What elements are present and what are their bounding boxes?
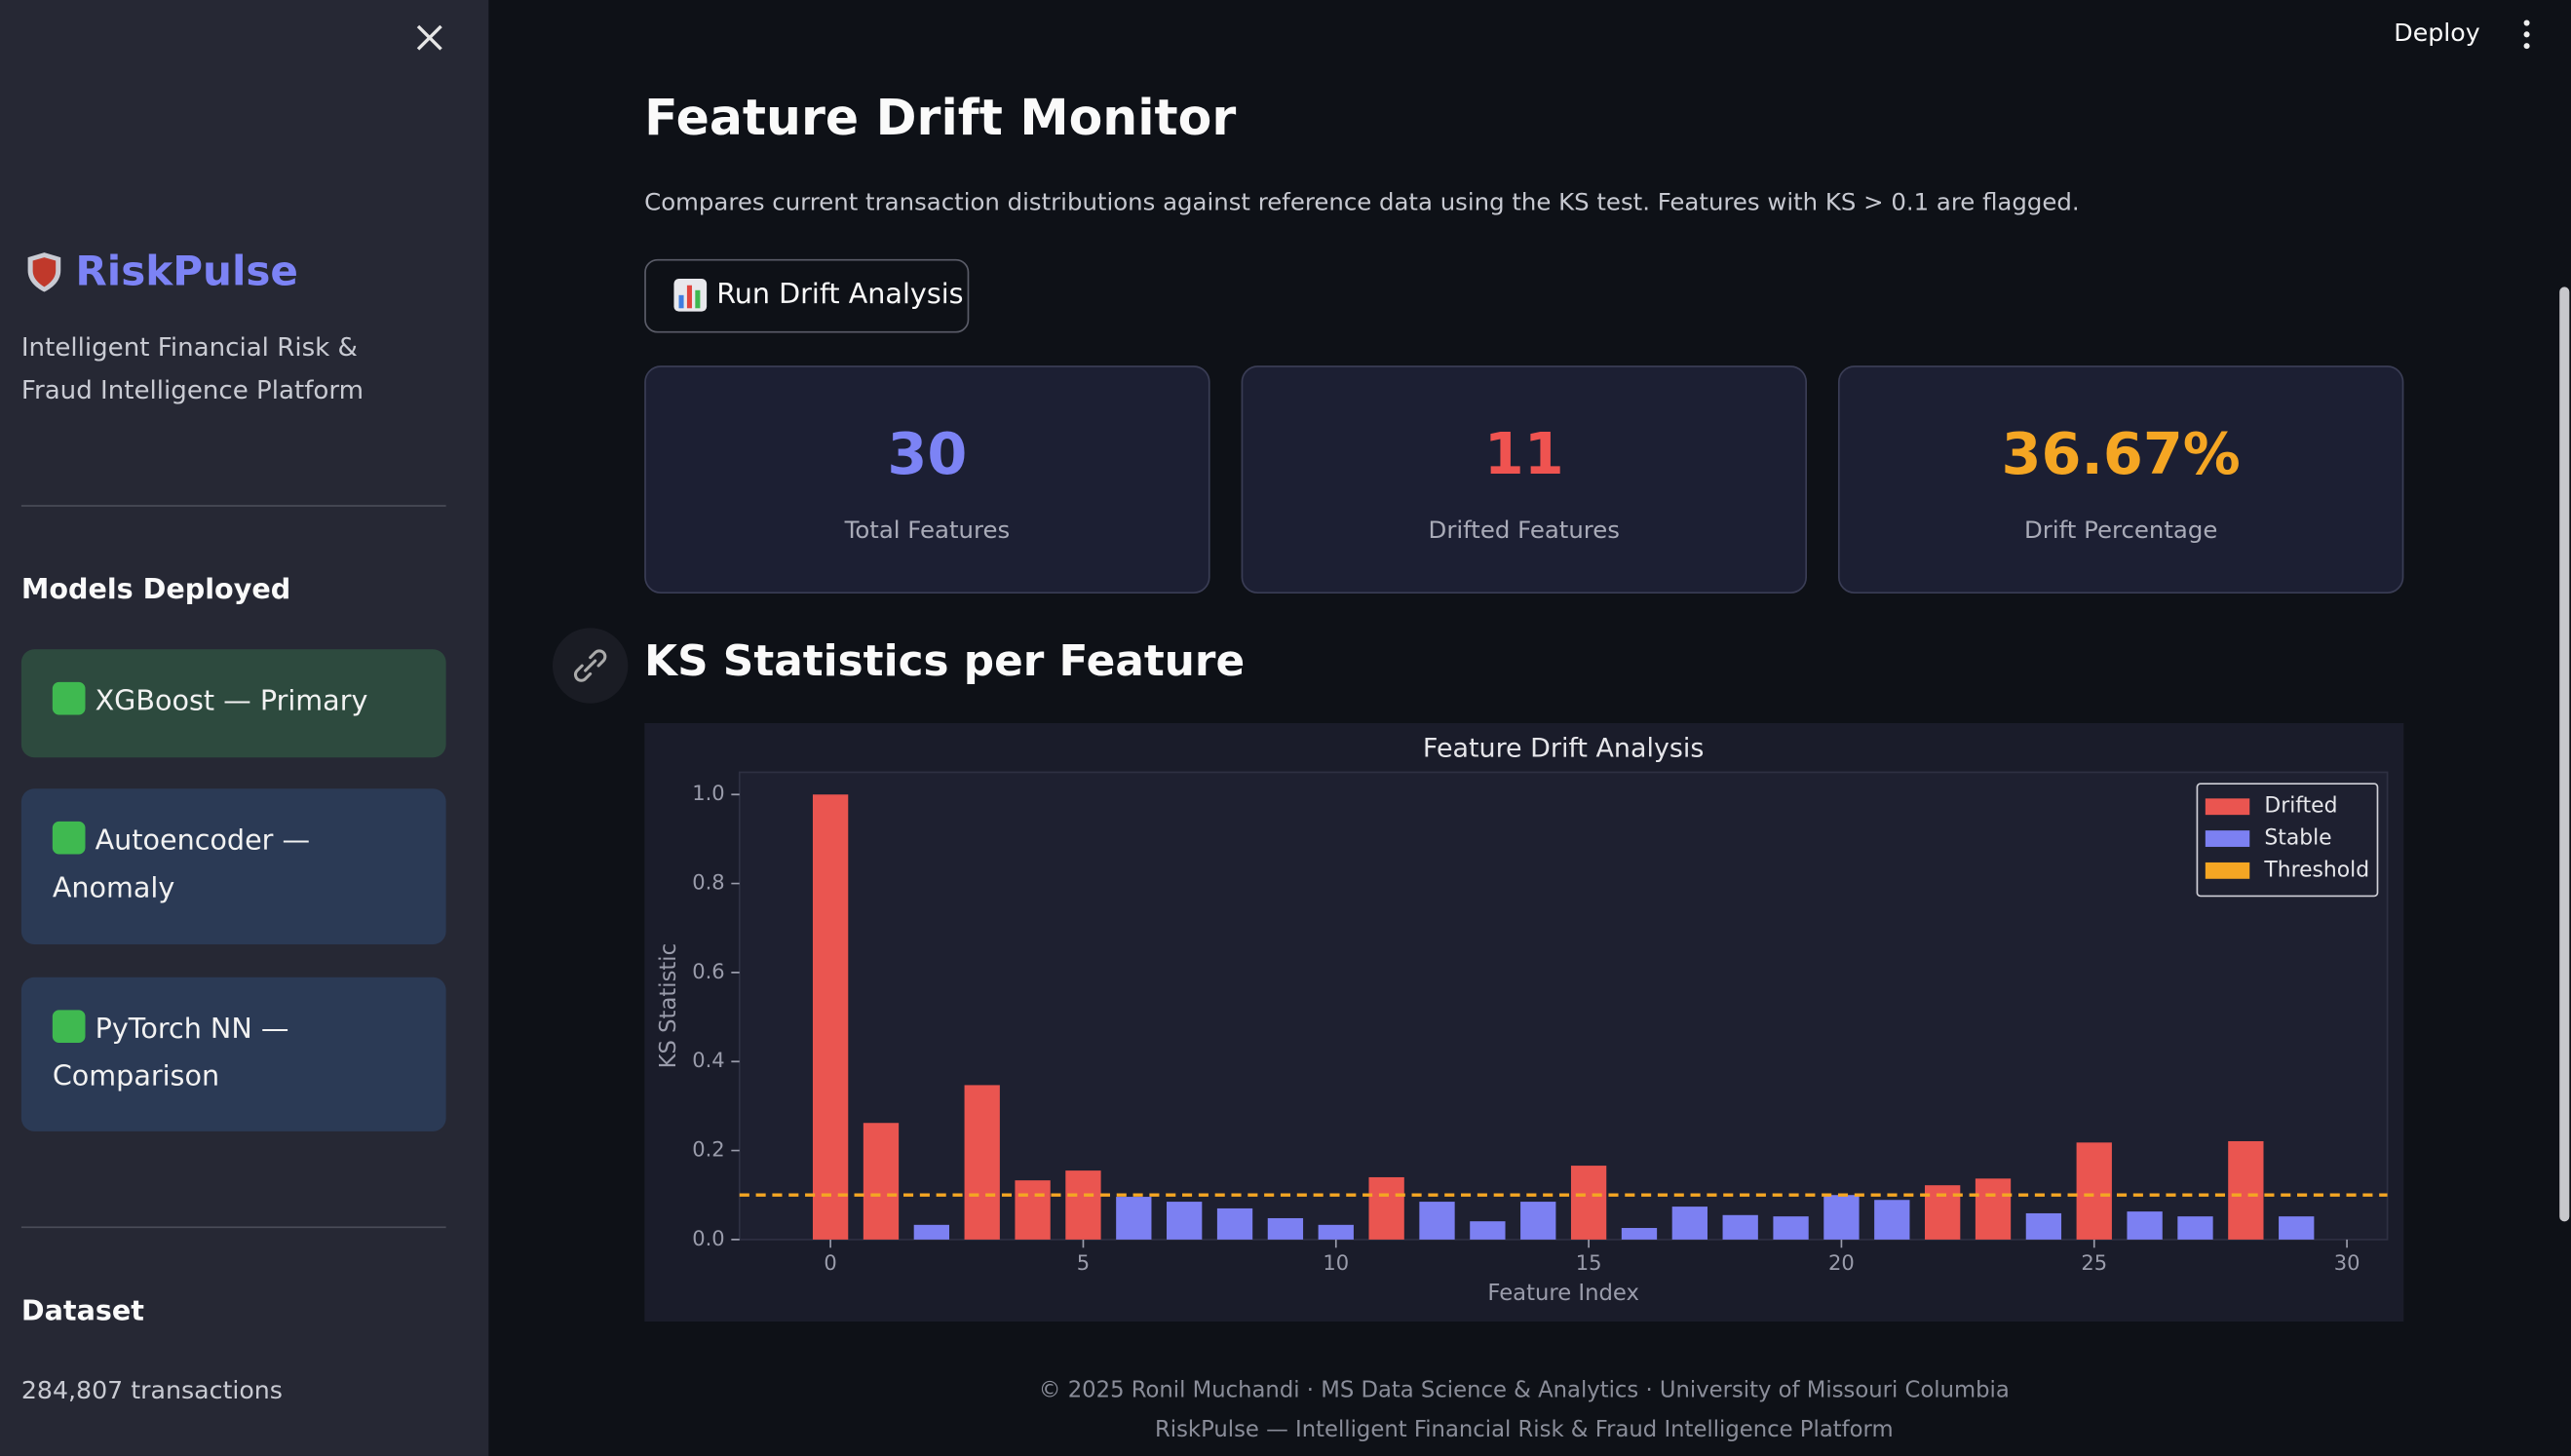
metric-label: Drifted Features bbox=[1428, 517, 1621, 545]
y-tick-label: 0.0 bbox=[692, 1226, 724, 1250]
divider bbox=[20, 1226, 446, 1229]
section-title: KS Statistics per Feature bbox=[644, 637, 1246, 687]
dataset-text: 284,807 transactions bbox=[20, 1375, 283, 1405]
metric-card: 30 Total Features bbox=[644, 365, 1210, 594]
check-icon bbox=[52, 821, 86, 855]
bar bbox=[1318, 1224, 1354, 1240]
legend-label: Stable bbox=[2264, 826, 2331, 851]
sidebar: RiskPulse Intelligent Financial Risk & F… bbox=[0, 0, 489, 1456]
bar bbox=[1015, 1180, 1051, 1240]
metric-value: 36.67% bbox=[2001, 423, 2241, 489]
metric-label: Total Features bbox=[844, 517, 1011, 545]
bar bbox=[1874, 1200, 1910, 1240]
x-tick-label: 10 bbox=[1323, 1250, 1349, 1275]
x-tick-label: 5 bbox=[1077, 1250, 1090, 1275]
footer-line: © 2025 Ronil Muchandi · MS Data Science … bbox=[1038, 1377, 2010, 1404]
bar bbox=[1419, 1202, 1455, 1240]
bar bbox=[2177, 1216, 2213, 1240]
metric-card: 11 Drifted Features bbox=[1241, 365, 1808, 594]
scrollbar[interactable] bbox=[2559, 287, 2570, 1222]
legend-swatch bbox=[2205, 798, 2250, 816]
check-icon bbox=[52, 681, 86, 715]
footer-line: RiskPulse — Intelligent Financial Risk &… bbox=[1154, 1416, 1894, 1443]
bar bbox=[812, 794, 849, 1240]
deploy-button[interactable]: Deploy bbox=[2394, 18, 2480, 48]
run-button[interactable]: Run Drift Analysis bbox=[644, 258, 970, 333]
bar bbox=[1823, 1195, 1860, 1240]
page-title: Feature Drift Monitor bbox=[644, 90, 1237, 148]
bar bbox=[1216, 1207, 1253, 1240]
bar bbox=[1621, 1228, 1658, 1240]
x-tick-label: 15 bbox=[1576, 1250, 1602, 1275]
anchor-link[interactable] bbox=[551, 627, 630, 706]
bar bbox=[2127, 1211, 2163, 1240]
bar bbox=[1975, 1178, 2012, 1240]
model-card: PyTorch NN — Comparison bbox=[20, 977, 446, 1131]
bar bbox=[1925, 1185, 1961, 1240]
x-axis-label: Feature Index bbox=[1487, 1281, 1639, 1306]
model-card: XGBoost — Primary bbox=[20, 649, 446, 758]
y-tick-label: 0.2 bbox=[692, 1137, 724, 1162]
tagline: Intelligent Financial Risk & Fraud Intel… bbox=[20, 332, 365, 405]
chart-icon bbox=[673, 279, 708, 312]
metric-card: 36.67% Drift Percentage bbox=[1837, 365, 2404, 594]
bar bbox=[1671, 1207, 1708, 1240]
y-tick-label: 0.6 bbox=[692, 959, 724, 983]
x-tick-label: 30 bbox=[2334, 1250, 2360, 1275]
bar bbox=[863, 1123, 900, 1240]
bar bbox=[1368, 1176, 1404, 1240]
bar bbox=[1167, 1202, 1203, 1240]
x-tick-label: 0 bbox=[824, 1250, 836, 1275]
bar bbox=[1267, 1217, 1304, 1240]
model-name: PyTorch NN — Comparison bbox=[52, 1013, 289, 1094]
bar bbox=[1570, 1166, 1607, 1240]
bar bbox=[2076, 1142, 2112, 1240]
model-card: Autoencoder — Anomaly bbox=[20, 788, 446, 945]
metric-value: 30 bbox=[887, 423, 968, 489]
model-name: XGBoost — Primary bbox=[95, 685, 368, 718]
y-tick-label: 0.4 bbox=[692, 1048, 724, 1072]
chart-title: Feature Drift Analysis bbox=[1423, 733, 1704, 763]
shield-icon bbox=[27, 252, 61, 292]
bar bbox=[1065, 1170, 1101, 1240]
bar bbox=[1520, 1202, 1556, 1240]
legend-label: Drifted bbox=[2264, 794, 2337, 819]
bar bbox=[964, 1085, 1000, 1240]
plot-area bbox=[738, 771, 2389, 1241]
metric-value: 11 bbox=[1483, 423, 1564, 489]
legend-label: Threshold bbox=[2263, 858, 2369, 882]
button-label: Run Drift Analysis bbox=[716, 279, 964, 312]
y-tick-label: 0.8 bbox=[692, 870, 724, 895]
bar bbox=[2228, 1140, 2264, 1240]
bar bbox=[2025, 1212, 2062, 1240]
bar bbox=[1722, 1214, 1758, 1240]
y-tick-label: 1.0 bbox=[692, 781, 724, 805]
check-icon bbox=[52, 1010, 86, 1044]
brand: RiskPulse bbox=[75, 248, 298, 295]
bar bbox=[1116, 1197, 1152, 1240]
bar bbox=[913, 1224, 950, 1240]
model-name: Autoencoder — Anomaly bbox=[52, 824, 311, 905]
metric-label: Drift Percentage bbox=[2024, 517, 2218, 545]
legend-swatch bbox=[2205, 862, 2250, 879]
x-tick-label: 20 bbox=[1828, 1250, 1855, 1275]
description: Compares current transaction distributio… bbox=[644, 190, 2080, 217]
models-heading: Models Deployed bbox=[20, 573, 291, 607]
menu-button[interactable] bbox=[2518, 19, 2535, 52]
bar bbox=[1470, 1221, 1506, 1240]
bar bbox=[1773, 1216, 1809, 1240]
x-tick-label: 25 bbox=[2081, 1250, 2107, 1275]
bar bbox=[2279, 1216, 2315, 1240]
chart: Feature Drift Analysis 0.0 0.2 0.4 0.6 0.8 1.0… bbox=[644, 722, 2404, 1322]
legend-swatch bbox=[2205, 830, 2250, 847]
divider bbox=[20, 505, 446, 507]
close-button[interactable] bbox=[413, 21, 446, 55]
dataset-heading: Dataset bbox=[20, 1295, 144, 1328]
y-axis-label: KS Statistic bbox=[656, 943, 681, 1068]
